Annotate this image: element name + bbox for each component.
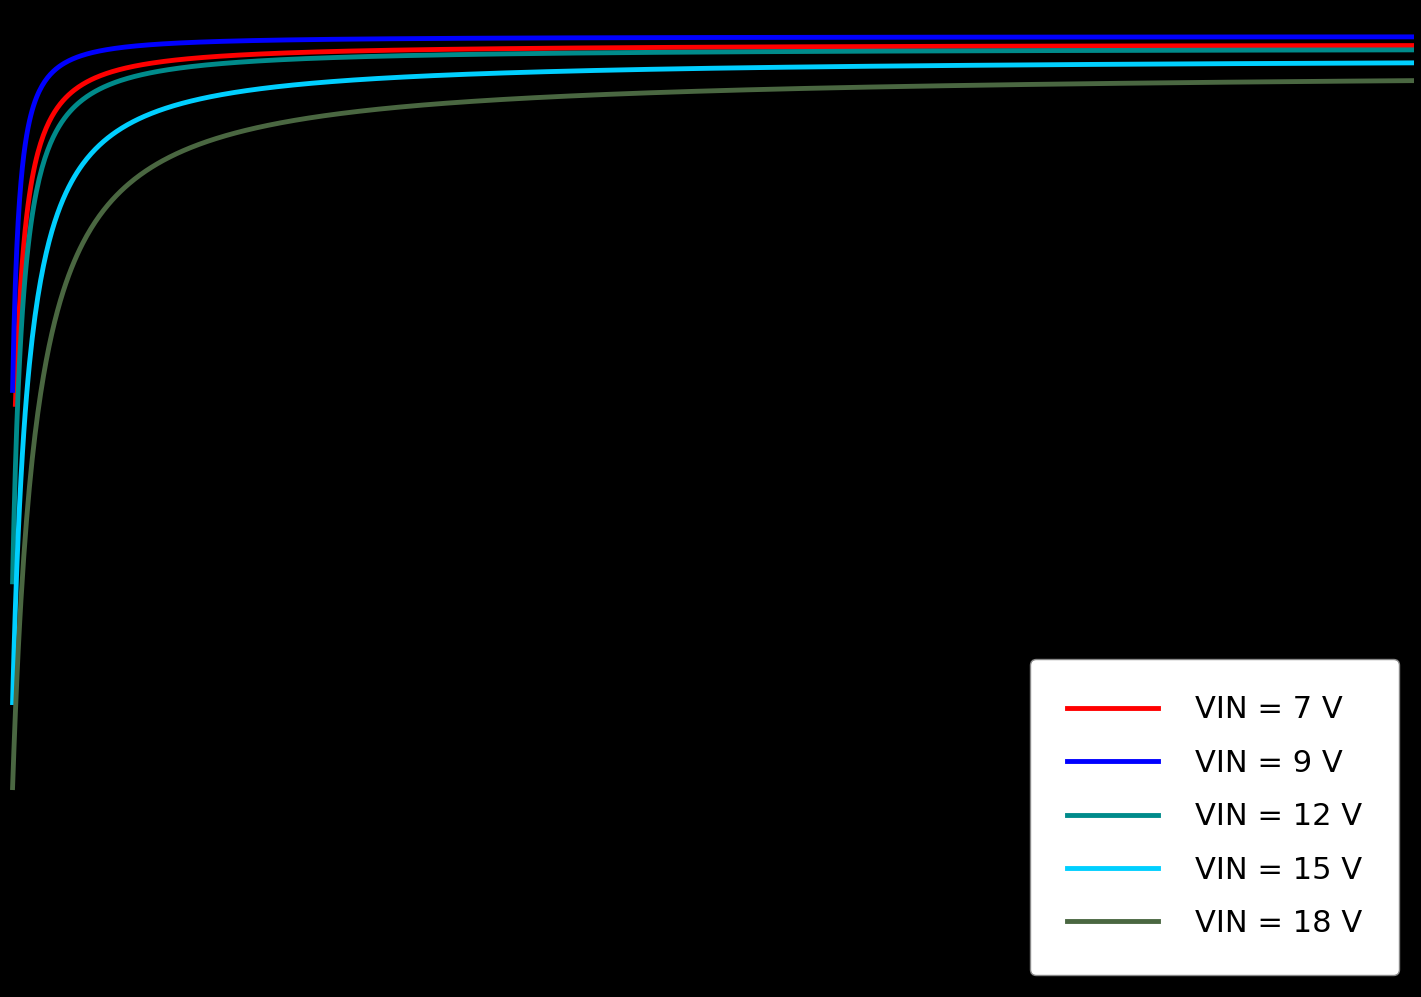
Legend: VIN = 7 V, VIN = 9 V, VIN = 12 V, VIN = 15 V, VIN = 18 V: VIN = 7 V, VIN = 9 V, VIN = 12 V, VIN = … — [1030, 659, 1398, 975]
VIN = 7 V — [573, 42, 590, 54]
VIN = 15 V — [1405, 57, 1421, 69]
VIN = 7 V — [1123, 40, 1140, 52]
VIN = 15 V — [966, 59, 983, 71]
VIN = 18 V — [1405, 75, 1421, 87]
VIN = 9 V — [4, 385, 21, 397]
VIN = 12 V — [621, 47, 638, 59]
VIN = 15 V — [621, 64, 638, 76]
VIN = 18 V — [966, 80, 983, 92]
VIN = 9 V — [571, 32, 588, 44]
VIN = 15 V — [148, 106, 165, 118]
VIN = 7 V — [7, 399, 24, 411]
VIN = 18 V — [1123, 77, 1140, 89]
VIN = 12 V — [4, 576, 21, 588]
VIN = 7 V — [149, 56, 166, 68]
VIN = 12 V — [1097, 45, 1114, 57]
Line: VIN = 9 V: VIN = 9 V — [13, 37, 1414, 391]
VIN = 9 V — [148, 38, 165, 50]
VIN = 7 V — [1405, 40, 1421, 52]
VIN = 12 V — [1123, 45, 1140, 57]
VIN = 9 V — [1097, 31, 1114, 43]
VIN = 18 V — [621, 88, 638, 100]
VIN = 9 V — [1405, 31, 1421, 43]
VIN = 9 V — [1123, 31, 1140, 43]
VIN = 9 V — [621, 32, 638, 44]
VIN = 18 V — [1097, 78, 1114, 90]
VIN = 15 V — [571, 65, 588, 77]
VIN = 18 V — [571, 90, 588, 102]
VIN = 7 V — [622, 42, 639, 54]
VIN = 9 V — [966, 31, 983, 43]
VIN = 15 V — [1123, 58, 1140, 70]
VIN = 12 V — [966, 45, 983, 57]
VIN = 15 V — [1097, 59, 1114, 71]
VIN = 18 V — [4, 782, 21, 794]
Line: VIN = 15 V: VIN = 15 V — [13, 63, 1414, 703]
VIN = 15 V — [4, 697, 21, 709]
VIN = 12 V — [571, 47, 588, 59]
VIN = 18 V — [148, 159, 165, 170]
VIN = 12 V — [1405, 44, 1421, 56]
VIN = 12 V — [148, 66, 165, 78]
Line: VIN = 12 V: VIN = 12 V — [13, 50, 1414, 582]
VIN = 7 V — [1097, 40, 1114, 52]
Line: VIN = 7 V: VIN = 7 V — [16, 46, 1414, 405]
Line: VIN = 18 V: VIN = 18 V — [13, 81, 1414, 788]
VIN = 7 V — [968, 40, 985, 52]
